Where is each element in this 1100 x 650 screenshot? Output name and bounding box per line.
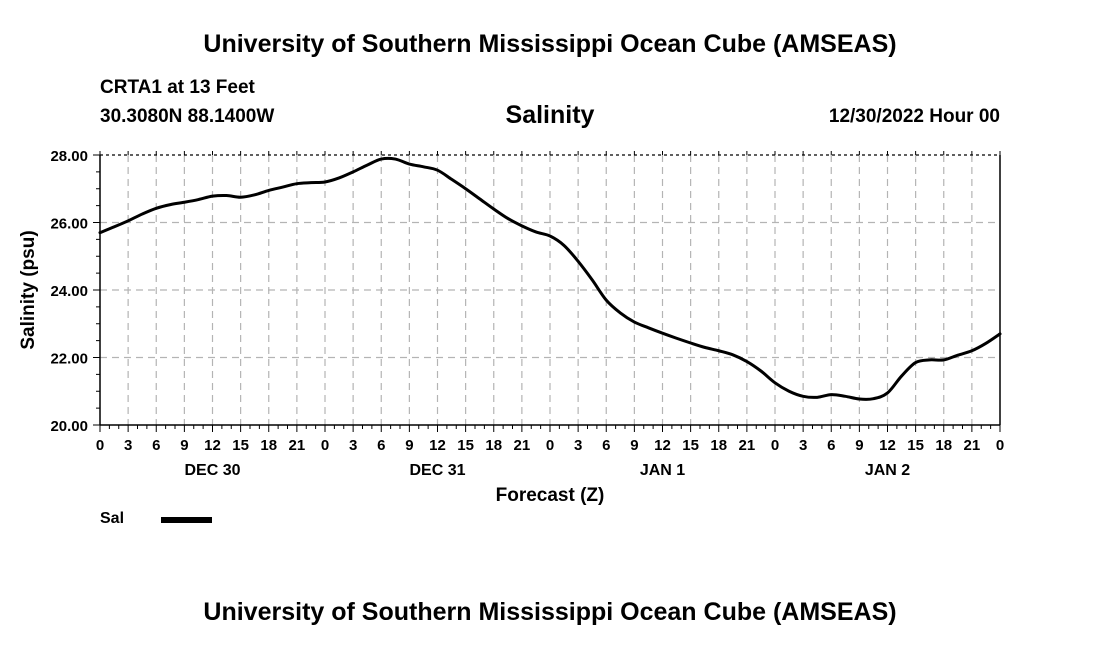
x-tick-label: 9 <box>180 437 188 454</box>
series-line-sal <box>98 156 1002 401</box>
x-tick-label: 15 <box>457 437 474 454</box>
date-label: DEC 31 <box>409 462 465 479</box>
x-tick-label: 3 <box>349 437 357 454</box>
x-tick-label: 3 <box>574 437 582 454</box>
x-tick-labels: 0 3 6 9 12 15 18 21 0 3 6 9 12 15 18 21 0 3 6 9 12 15 18 21 0 3 6 9… <box>96 437 1004 454</box>
x-axis-label: Forecast (Z) <box>496 485 605 506</box>
x-tick-label: 15 <box>232 437 249 454</box>
footer-title: University of Southern Mississippi Ocean… <box>203 598 897 626</box>
y-axis-label: Salinity (psu) <box>18 230 39 349</box>
x-tick-label: 18 <box>935 437 952 454</box>
date-label: JAN 2 <box>865 462 910 479</box>
date-label: DEC 30 <box>184 462 240 479</box>
x-tick-label: 6 <box>827 437 835 454</box>
x-tick-label: 0 <box>546 437 554 454</box>
coordinates-label: 30.3080N 88.1400W <box>100 106 275 127</box>
x-tick-label: 9 <box>630 437 638 454</box>
x-tick-label: 0 <box>321 437 329 454</box>
main-title: University of Southern Mississippi Ocean… <box>203 30 897 58</box>
x-tick-label: 12 <box>429 437 446 454</box>
date-label: JAN 1 <box>640 462 685 479</box>
y-tick-label: 22.00 <box>50 351 88 368</box>
y-tick-labels: 20.00 22.00 24.00 26.00 28.00 <box>50 148 88 435</box>
x-tick-label: 21 <box>739 437 756 454</box>
date-labels: DEC 30 DEC 31 JAN 1 JAN 2 <box>184 462 910 479</box>
x-tick-label: 12 <box>654 437 671 454</box>
x-tick-label: 0 <box>771 437 779 454</box>
legend-swatch <box>161 517 212 523</box>
x-tick-label: 9 <box>855 437 863 454</box>
x-tick-label: 0 <box>96 437 104 454</box>
series-group <box>98 156 1002 401</box>
x-tick-label: 21 <box>964 437 981 454</box>
x-tick-label: 6 <box>602 437 610 454</box>
x-tick-label: 21 <box>514 437 531 454</box>
grid-lines <box>100 154 1000 425</box>
x-tick-label: 15 <box>907 437 924 454</box>
legend-label: Sal <box>100 510 125 527</box>
tick-marks <box>93 151 1001 432</box>
x-tick-label: 18 <box>710 437 727 454</box>
x-tick-label: 12 <box>204 437 221 454</box>
chart-title: Salinity <box>505 101 595 129</box>
x-tick-label: 3 <box>799 437 807 454</box>
x-tick-label: 21 <box>289 437 306 454</box>
station-label: CRTA1 at 13 Feet <box>100 77 255 98</box>
x-tick-label: 6 <box>152 437 160 454</box>
x-tick-label: 18 <box>260 437 277 454</box>
y-tick-label: 20.00 <box>50 418 88 435</box>
y-tick-label: 28.00 <box>50 148 88 165</box>
x-tick-label: 18 <box>485 437 502 454</box>
x-tick-label: 9 <box>405 437 413 454</box>
x-tick-label: 0 <box>996 437 1004 454</box>
y-tick-label: 26.00 <box>50 216 88 233</box>
x-tick-label: 12 <box>879 437 896 454</box>
forecast-datetime: 12/30/2022 Hour 00 <box>828 106 1000 127</box>
x-tick-label: 3 <box>124 437 132 454</box>
x-tick-label: 15 <box>682 437 699 454</box>
x-tick-label: 6 <box>377 437 385 454</box>
y-tick-label: 24.00 <box>50 283 88 300</box>
